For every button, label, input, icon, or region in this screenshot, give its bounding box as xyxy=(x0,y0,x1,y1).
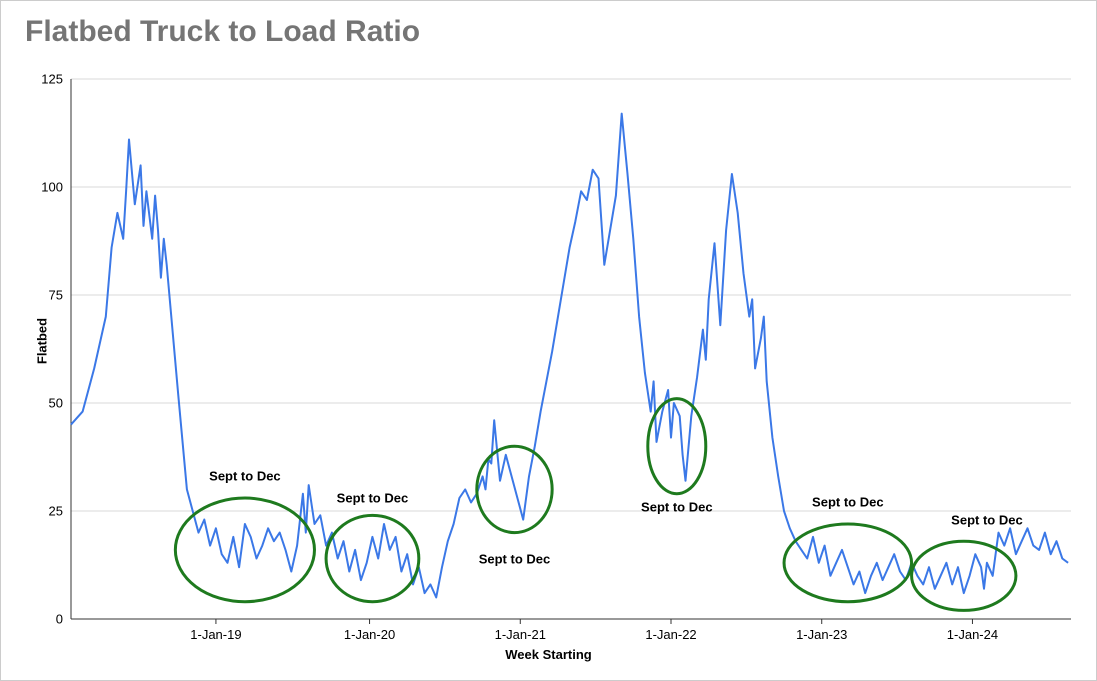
annotation-ellipse xyxy=(912,541,1016,610)
series-line xyxy=(71,114,1068,598)
ytick-label: 25 xyxy=(49,504,63,519)
annotation-label: Sept to Dec xyxy=(337,491,409,506)
annotation-label: Sept to Dec xyxy=(812,495,884,510)
chart-frame: Flatbed Truck to Load Ratio Flatbed 0255… xyxy=(0,0,1097,681)
plot-svg xyxy=(71,79,1071,619)
ytick-label: 75 xyxy=(49,288,63,303)
xtick-label: 1-Jan-20 xyxy=(344,627,395,642)
annotation-label: Sept to Dec xyxy=(209,469,281,484)
ytick-label: 50 xyxy=(49,396,63,411)
xtick-label: 1-Jan-23 xyxy=(796,627,847,642)
y-axis-label: Flatbed xyxy=(35,317,50,363)
ytick-label: 100 xyxy=(41,180,63,195)
plot-area: 02550751001251-Jan-191-Jan-201-Jan-211-J… xyxy=(71,79,1071,619)
chart-title: Flatbed Truck to Load Ratio xyxy=(25,15,420,49)
ytick-label: 125 xyxy=(41,72,63,87)
xtick-label: 1-Jan-24 xyxy=(947,627,998,642)
x-axis-label: Week Starting xyxy=(1,647,1096,662)
xtick-label: 1-Jan-19 xyxy=(190,627,241,642)
annotation-label: Sept to Dec xyxy=(641,499,713,514)
annotation-ellipse xyxy=(784,524,912,602)
annotation-label: Sept to Dec xyxy=(479,551,551,566)
ytick-label: 0 xyxy=(56,612,63,627)
xtick-label: 1-Jan-22 xyxy=(645,627,696,642)
annotation-ellipse xyxy=(175,498,314,602)
annotation-label: Sept to Dec xyxy=(951,512,1023,527)
xtick-label: 1-Jan-21 xyxy=(495,627,546,642)
annotation-ellipse xyxy=(648,399,706,494)
